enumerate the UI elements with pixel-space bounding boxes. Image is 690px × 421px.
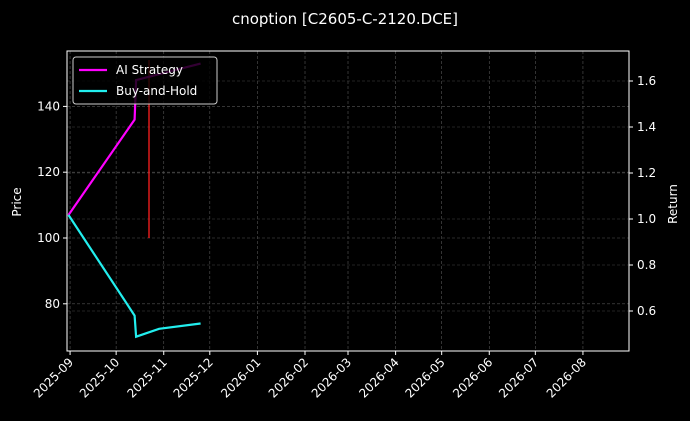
y-tick-left: 120: [37, 165, 60, 179]
grid: [67, 51, 629, 351]
y-tick-right: 0.8: [637, 258, 656, 272]
x-tick-label: 2026-03: [309, 355, 354, 400]
x-tick-label: 2026-01: [218, 355, 263, 400]
axes: 2025-09 2025-10 2025-11 2025-12 2026-01 2026-…: [31, 74, 656, 401]
x-tick-label: 2026-06: [450, 355, 495, 400]
legend: AI Strategy Buy-and-Hold: [72, 56, 218, 105]
chart-title: cnoption [C2605-C-2120.DCE]: [232, 10, 458, 28]
legend-label-bh: Buy-and-Hold: [116, 84, 197, 98]
x-tick-label: 2025-09: [31, 355, 76, 400]
y-tick-right: 1.0: [637, 212, 656, 226]
y-axis-right-label: Return: [666, 184, 680, 224]
x-tick-label: 2026-05: [402, 355, 447, 400]
x-tick-label: 2025-10: [77, 355, 122, 400]
y-tick-right: 0.6: [637, 304, 656, 318]
x-tick-label: 2026-07: [496, 355, 541, 400]
y-tick-left: 100: [37, 231, 60, 245]
x-tick-label: 2025-12: [171, 355, 216, 400]
y-tick-left: 140: [37, 99, 60, 113]
y-tick-right: 1.4: [637, 120, 656, 134]
legend-label-ai: AI Strategy: [116, 63, 183, 77]
y-tick-left: 80: [45, 297, 60, 311]
y-tick-right: 1.6: [637, 74, 656, 88]
y-tick-right: 1.2: [637, 166, 656, 180]
y-axis-left-label: Price: [10, 187, 24, 216]
x-tick-label: 2026-08: [544, 355, 589, 400]
x-tick-label: 2026-04: [356, 355, 401, 400]
x-tick-label: 2026-02: [266, 355, 311, 400]
x-tick-label: 2025-11: [125, 355, 170, 400]
buy-and-hold-line: [67, 214, 201, 339]
